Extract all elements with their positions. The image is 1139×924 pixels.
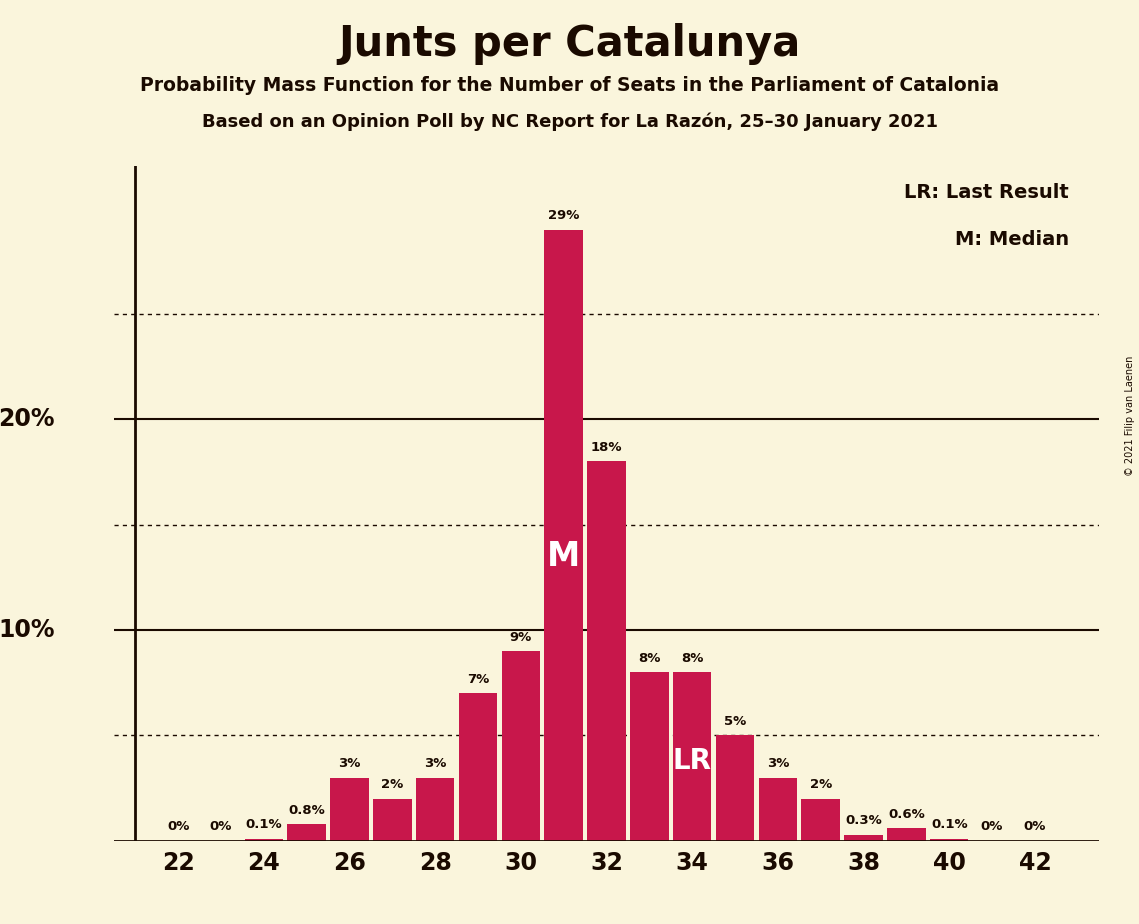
Bar xyxy=(588,461,625,841)
Text: 3%: 3% xyxy=(767,758,789,771)
Bar xyxy=(245,839,284,841)
Text: 20%: 20% xyxy=(0,407,55,432)
Bar xyxy=(330,778,369,841)
Text: 3%: 3% xyxy=(338,758,361,771)
Bar xyxy=(544,229,583,841)
Text: 0.6%: 0.6% xyxy=(888,808,925,821)
Text: LR: LR xyxy=(673,747,712,774)
Text: 7%: 7% xyxy=(467,673,489,686)
Bar xyxy=(802,798,839,841)
Text: 18%: 18% xyxy=(591,441,622,454)
Text: 0.1%: 0.1% xyxy=(246,819,282,832)
Text: M: Median: M: Median xyxy=(954,229,1070,249)
Text: Based on an Opinion Poll by NC Report for La Razón, 25–30 January 2021: Based on an Opinion Poll by NC Report fo… xyxy=(202,113,937,131)
Text: 0%: 0% xyxy=(981,821,1003,833)
Text: 0%: 0% xyxy=(210,821,232,833)
Text: Probability Mass Function for the Number of Seats in the Parliament of Catalonia: Probability Mass Function for the Number… xyxy=(140,76,999,95)
Text: 0.1%: 0.1% xyxy=(931,819,967,832)
Bar xyxy=(929,839,968,841)
Text: 10%: 10% xyxy=(0,618,55,642)
Bar xyxy=(287,824,326,841)
Text: M: M xyxy=(547,540,580,573)
Bar xyxy=(715,736,754,841)
Text: © 2021 Filip van Laenen: © 2021 Filip van Laenen xyxy=(1125,356,1134,476)
Text: 0.8%: 0.8% xyxy=(288,804,325,817)
Bar xyxy=(416,778,454,841)
Bar xyxy=(501,651,540,841)
Text: 2%: 2% xyxy=(810,778,831,791)
Text: 8%: 8% xyxy=(681,651,704,665)
Bar xyxy=(459,693,498,841)
Text: 5%: 5% xyxy=(724,715,746,728)
Text: 29%: 29% xyxy=(548,209,580,222)
Text: 0.3%: 0.3% xyxy=(845,814,882,827)
Text: LR: Last Result: LR: Last Result xyxy=(904,183,1070,202)
Bar xyxy=(844,834,883,841)
Text: 8%: 8% xyxy=(638,651,661,665)
Bar xyxy=(887,828,926,841)
Bar xyxy=(374,798,411,841)
Text: 0%: 0% xyxy=(167,821,189,833)
Bar xyxy=(630,673,669,841)
Text: 2%: 2% xyxy=(382,778,403,791)
Text: 0%: 0% xyxy=(1024,821,1046,833)
Bar xyxy=(759,778,797,841)
Text: 9%: 9% xyxy=(510,631,532,644)
Text: Junts per Catalunya: Junts per Catalunya xyxy=(338,23,801,65)
Text: 3%: 3% xyxy=(424,758,446,771)
Bar xyxy=(673,673,712,841)
